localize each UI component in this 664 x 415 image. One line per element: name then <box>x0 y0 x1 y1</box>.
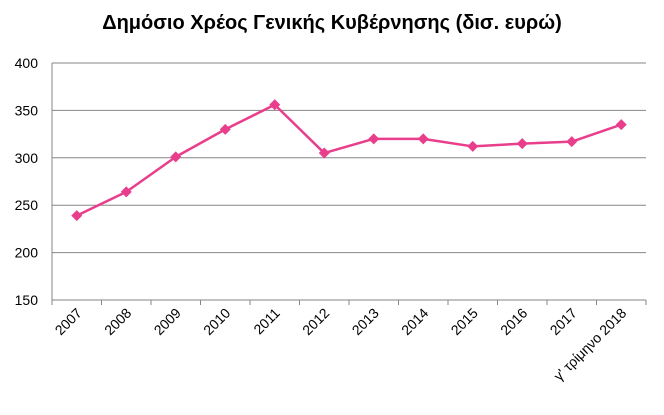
gridlines <box>52 62 646 254</box>
chart-title: Δημόσιο Χρέος Γενικής Κυβέρνησης (δισ. ε… <box>102 12 562 34</box>
y-tick-label-250: 250 <box>15 197 39 213</box>
data-point-2016 <box>516 138 528 150</box>
y-tick-label-350: 350 <box>15 102 39 118</box>
data-point-2017 <box>566 136 578 148</box>
x-tick-label-4: 2011 <box>250 305 283 338</box>
data-point-2013 <box>368 133 380 145</box>
x-tick-label-9: 2016 <box>497 305 530 338</box>
x-tick-label-8: 2015 <box>448 305 481 338</box>
data-point-2014 <box>417 133 429 145</box>
data-point-2008 <box>120 186 132 198</box>
x-tick-label-2: 2009 <box>151 305 184 338</box>
x-tick-label-7: 2014 <box>398 305 431 338</box>
data-point-2007 <box>71 210 83 222</box>
y-tick-label-300: 300 <box>15 150 39 166</box>
series-markers <box>71 99 627 222</box>
data-point-2012 <box>318 147 330 159</box>
data-point-2015 <box>467 140 479 152</box>
y-tick-label-150: 150 <box>15 292 39 308</box>
axes <box>51 63 647 305</box>
data-point-2010 <box>219 123 231 135</box>
y-tick-label-200: 200 <box>15 245 39 261</box>
x-tick-label-1: 2008 <box>101 305 134 338</box>
x-tick-label-0: 2007 <box>52 305 85 338</box>
data-point-γ' τρίμηνο 2018 <box>615 119 627 131</box>
x-tick-label-10: 2017 <box>547 305 580 338</box>
y-tick-labels: 150 200 250 300 350 400 <box>15 55 39 308</box>
data-point-2009 <box>170 151 182 163</box>
y-tick-label-400: 400 <box>15 55 39 71</box>
x-tick-label-5: 2012 <box>299 305 332 338</box>
x-tick-labels: 2007 2008 2009 2010 2011 2012 2013 2014 2015 2016… <box>52 305 630 384</box>
x-tick-label-6: 2013 <box>349 305 382 338</box>
series-line-0 <box>76 103 622 217</box>
series-line <box>76 103 622 217</box>
data-point-2011 <box>269 99 281 111</box>
x-tick-label-3: 2010 <box>200 305 233 338</box>
